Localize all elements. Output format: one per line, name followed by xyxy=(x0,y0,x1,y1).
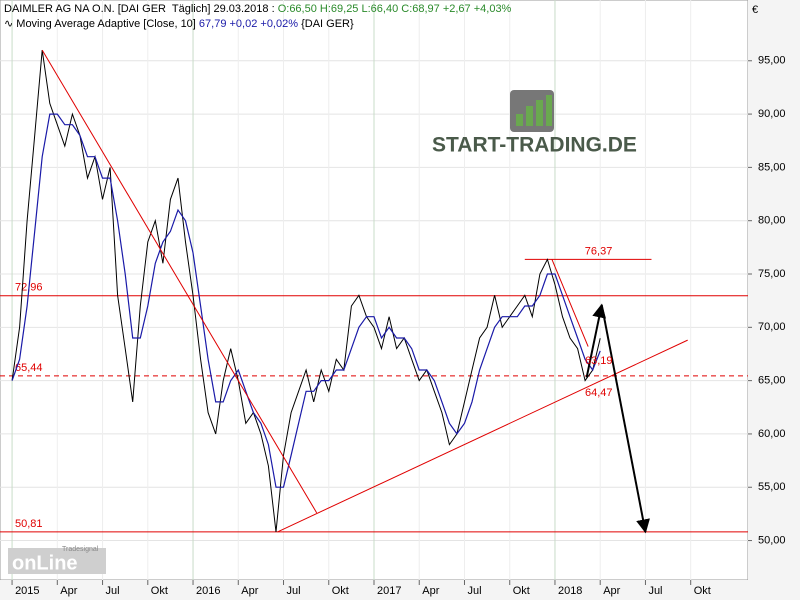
title: DAIMLER AG NA O.N. [DAI GER Täglich] 29.… xyxy=(4,3,275,15)
x-tick-label: 2016 xyxy=(196,585,220,597)
y-tick-label: 60,00 xyxy=(758,428,786,440)
forecast-arrow xyxy=(600,304,650,534)
trendline xyxy=(277,339,688,533)
x-tick-label: 2015 xyxy=(15,585,39,597)
level-label: 50,81 xyxy=(15,518,43,530)
y-tick-label: 75,00 xyxy=(758,268,786,280)
header: DAIMLER AG NA O.N. [DAI GER Täglich] 29.… xyxy=(4,2,511,32)
ohlc: O:66,50 H:69,25 L:66,40 xyxy=(277,3,399,15)
x-tick-label: Okt xyxy=(332,585,349,597)
x-tick-label: Apr xyxy=(60,585,77,597)
logo-text: START-TRADING.DE xyxy=(432,134,637,157)
moving-average-line xyxy=(11,113,601,488)
x-tick-label: Apr xyxy=(603,585,620,597)
x-tick-label: 2017 xyxy=(377,585,401,597)
point-label: 63,19 xyxy=(585,355,613,367)
ma-icon: ∿ xyxy=(4,18,14,30)
x-axis-panel xyxy=(0,580,748,600)
y-tick-label: 55,00 xyxy=(758,481,786,493)
ma-value: 67,79 +0,02 +0,02% xyxy=(198,18,299,30)
point-label: 64,47 xyxy=(585,387,613,399)
y-tick-label: 90,00 xyxy=(758,108,786,120)
x-tick-label: Jul xyxy=(648,585,662,597)
forecast-arrow xyxy=(585,303,607,378)
y-tick-label: 70,00 xyxy=(758,321,786,333)
y-axis-panel xyxy=(748,0,800,600)
online-logo xyxy=(8,548,106,574)
ma-suffix: {DAI GER} xyxy=(301,18,354,30)
currency: € xyxy=(752,4,758,16)
online-logo-text: onLine xyxy=(12,552,78,574)
trendline xyxy=(551,259,589,347)
x-tick-label: Apr xyxy=(241,585,258,597)
y-tick-label: 80,00 xyxy=(758,215,786,227)
x-tick-label: 2018 xyxy=(558,585,582,597)
x-tick-label: Okt xyxy=(513,585,530,597)
legend-entry: Moving Average Adaptive [Close, 10] xyxy=(16,18,196,30)
x-tick-label: Jul xyxy=(467,585,481,597)
change: C:68,97 +2,67 +4,03% xyxy=(401,3,512,15)
x-tick-label: Okt xyxy=(151,585,168,597)
online-logo-small: Tradesignal xyxy=(62,546,99,553)
logo xyxy=(510,90,554,132)
x-tick-label: Jul xyxy=(287,585,301,597)
x-tick-label: Okt xyxy=(694,585,711,597)
y-tick-label: 95,00 xyxy=(758,55,786,67)
price-line xyxy=(11,50,601,532)
level-label: 76,37 xyxy=(585,245,613,257)
trendline xyxy=(41,49,318,514)
y-tick-label: 50,00 xyxy=(758,534,786,546)
x-tick-label: Jul xyxy=(106,585,120,597)
y-tick-label: 85,00 xyxy=(758,161,786,173)
y-tick-label: 65,00 xyxy=(758,375,786,387)
x-tick-label: Apr xyxy=(422,585,439,597)
level-label: 65,44 xyxy=(15,362,43,374)
